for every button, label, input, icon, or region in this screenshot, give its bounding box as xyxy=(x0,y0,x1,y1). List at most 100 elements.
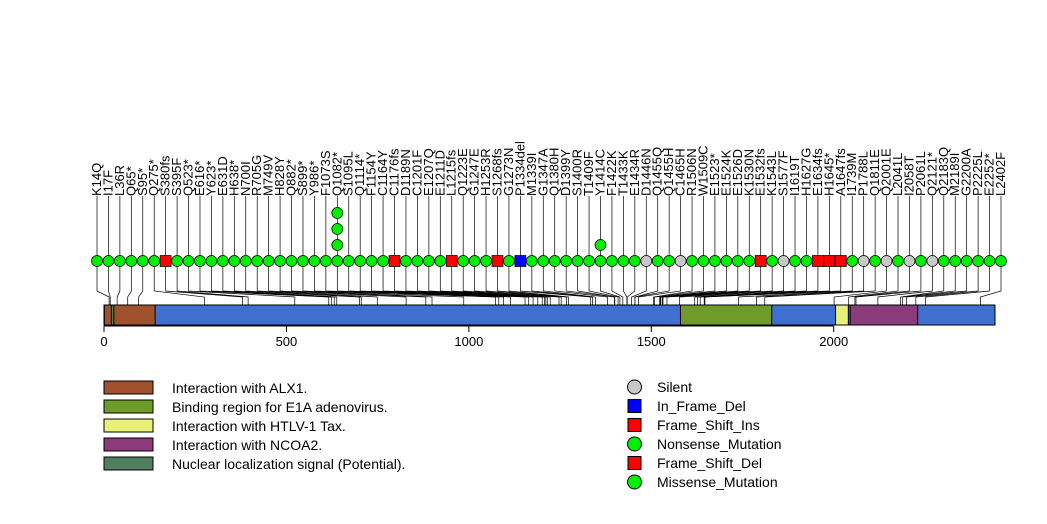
mutation-marker-circle xyxy=(949,255,962,267)
mutation-label: G1347A xyxy=(535,148,550,196)
mutation-label: C1201F xyxy=(409,150,424,196)
mutation-connector xyxy=(925,261,990,305)
mutation-connector xyxy=(906,261,968,305)
mutation-marker-circle xyxy=(308,255,321,267)
mutation-marker-circle xyxy=(239,255,252,267)
domain-legend: Interaction with ALX1. Binding region for… xyxy=(103,380,405,472)
mutation-marker-circle xyxy=(331,239,344,251)
mutation-connector xyxy=(631,261,647,305)
mutation-label: E616* xyxy=(192,161,207,196)
mutation-marker-circle xyxy=(709,255,721,267)
mutation-label: S380fs xyxy=(158,155,173,196)
mutation-marker-circle xyxy=(285,255,298,267)
mutation-label: D1399Y xyxy=(558,149,573,196)
mutation-marker-square xyxy=(834,255,847,267)
mutation-label: Q65* xyxy=(123,166,138,196)
mutation-label: E1523* xyxy=(707,153,722,196)
mutation-label: M1339I xyxy=(524,153,539,196)
mutation-label: R705G xyxy=(249,155,264,196)
mutation-connector xyxy=(638,261,681,305)
mutation-marker-circle xyxy=(114,255,126,267)
mutation-legend-label: Silent xyxy=(657,379,692,395)
mutation-marker-circle xyxy=(789,255,801,267)
mutation-connector xyxy=(848,261,899,305)
mutation-marker-circle xyxy=(686,255,698,267)
mutation-label: G1273N xyxy=(501,148,516,196)
mutation-label: S1400R xyxy=(570,149,585,196)
mutation-connector xyxy=(153,261,205,305)
mutation-label: Q1114* xyxy=(352,154,367,196)
mutation-connector xyxy=(165,261,243,305)
mutation-marker-circle xyxy=(777,255,790,267)
mutation-connector xyxy=(611,261,624,305)
domain-block xyxy=(110,304,115,326)
mutation-connector xyxy=(188,261,296,305)
mutation-label: M749V xyxy=(261,154,276,196)
mutation-connector xyxy=(325,261,496,305)
mutation-marker-circle xyxy=(480,255,492,267)
mutation-label: C1465H xyxy=(673,148,688,196)
mutation-marker-circle xyxy=(377,255,389,267)
mutation-label: E1434R xyxy=(627,149,642,196)
mutation-marker-circle xyxy=(503,255,515,267)
mutation-connector xyxy=(268,261,378,305)
mutation-connector xyxy=(508,261,569,305)
mutation-label: S1268fs xyxy=(490,148,505,196)
mutation-label: E1207Q xyxy=(421,148,436,196)
mutation-connector xyxy=(485,261,562,305)
mutation-label: L2041L xyxy=(890,153,905,196)
mutation-marker-circle xyxy=(400,255,412,267)
mutation-connector xyxy=(348,261,504,305)
mutation-marker-circle xyxy=(766,255,778,267)
mutation-marker-circle xyxy=(972,255,984,267)
mutation-label: F1073S xyxy=(318,150,333,196)
mutation-marker-circle xyxy=(857,255,870,267)
mutation-connector xyxy=(520,261,592,305)
mutation-legend-circle xyxy=(627,379,642,395)
mutation-label: Q1455H xyxy=(661,148,676,196)
mutation-label: H1645* xyxy=(821,153,836,196)
mutation-connector xyxy=(108,261,111,305)
mutation-type-legend: Silent In_Frame_Del Frame_Shift_Ins Nonsens… xyxy=(627,379,782,490)
mutation-label: E1532fs xyxy=(753,148,768,196)
mutation-marker-circle xyxy=(228,255,241,267)
mutation-legend-label: Frame_Shift_Del xyxy=(657,455,762,471)
mutation-connector xyxy=(497,261,567,305)
mutation-connector xyxy=(96,261,110,305)
mutation-connector xyxy=(626,261,636,305)
mutation-label: T1409F xyxy=(581,151,596,196)
mutation-label: E1211D xyxy=(432,150,447,196)
mutation-connector xyxy=(679,261,784,305)
mutation-marker-square xyxy=(823,255,836,267)
mutation-marker-square xyxy=(491,255,504,267)
mutation-legend-square xyxy=(627,399,642,413)
mutation-marker-circle xyxy=(217,255,229,267)
mutation-connector xyxy=(902,261,956,305)
mutation-label: G2200A xyxy=(959,148,974,196)
mutation-connector xyxy=(588,261,619,305)
mutation-connector xyxy=(474,261,560,305)
mutation-marker-circle xyxy=(205,255,218,267)
mutation-label: C1176fs xyxy=(387,148,402,196)
mutation-legend-circle xyxy=(627,474,642,490)
mutation-label: H828Y xyxy=(272,156,287,196)
mutation-connector xyxy=(417,261,543,305)
mutation-connector xyxy=(600,261,621,305)
mutation-marker-circle xyxy=(663,255,676,267)
mutation-marker-circle xyxy=(342,255,355,267)
domain-legend-swatch xyxy=(103,380,154,395)
mutation-marker-circle xyxy=(983,255,996,267)
mutation-marker-circle xyxy=(468,255,481,267)
mutation-connector xyxy=(382,261,530,305)
mutation-legend-label: In_Frame_Del xyxy=(657,398,746,414)
mutation-label: I2058T xyxy=(901,155,916,196)
mutation-marker-circle xyxy=(880,255,893,267)
mutation-label: W1509C xyxy=(695,145,710,196)
mutation-label: F1422K xyxy=(604,150,619,196)
mutation-marker-circle xyxy=(525,255,538,267)
mutation-label: F1154Y xyxy=(364,151,379,196)
mutation-label: S899* xyxy=(295,161,310,196)
mutation-label: K14Q xyxy=(89,163,104,196)
mutation-label: L36R xyxy=(112,165,127,196)
mutation-connector xyxy=(302,261,433,305)
